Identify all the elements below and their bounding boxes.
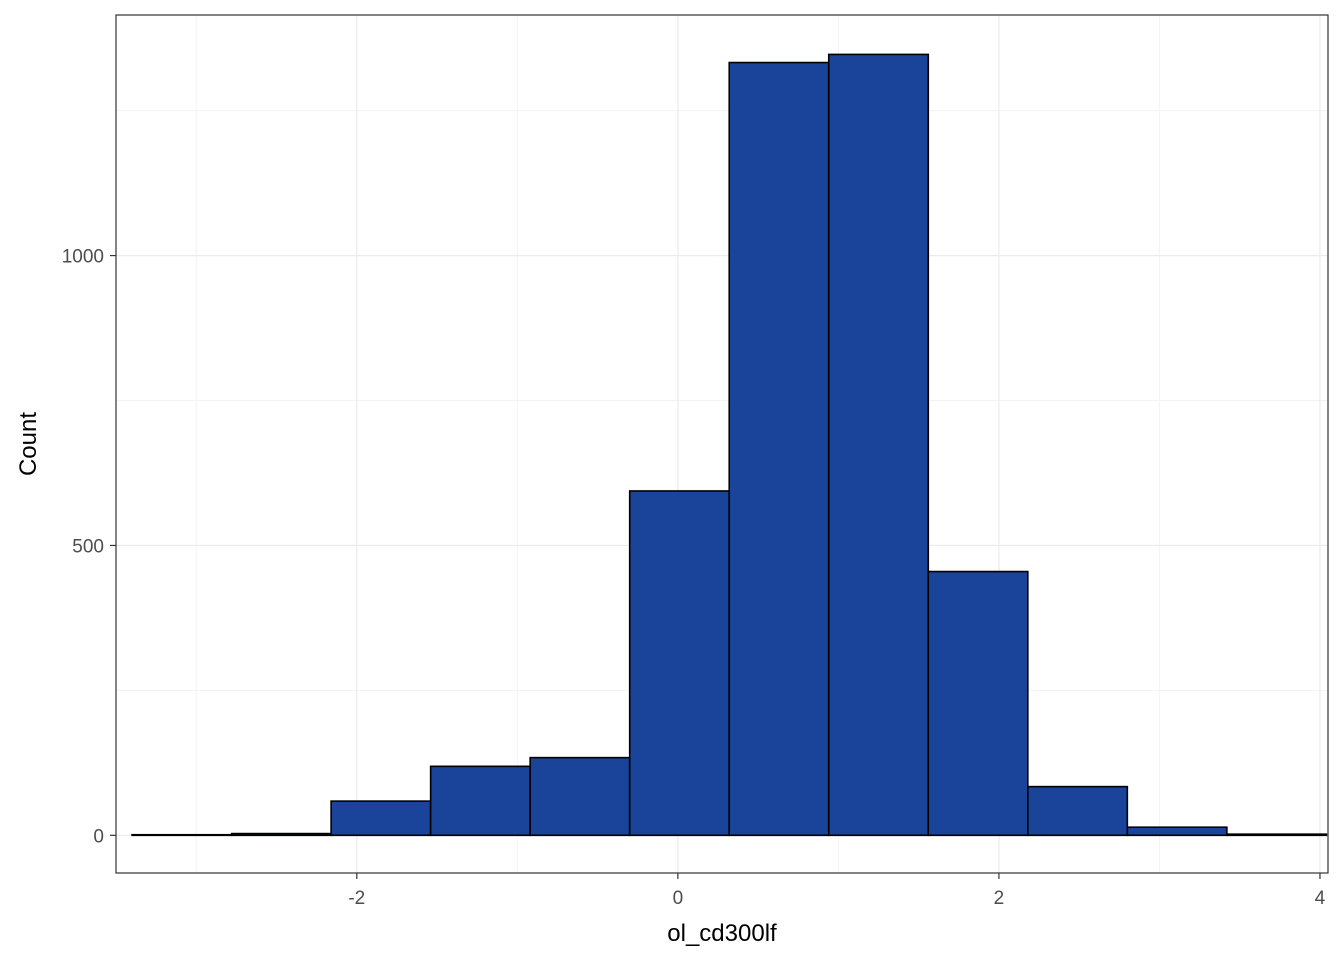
histogram-bar bbox=[628, 490, 731, 837]
histogram-bar bbox=[1226, 833, 1328, 837]
panel-border bbox=[115, 14, 1329, 874]
y-tick-label: 0 bbox=[93, 826, 104, 847]
x-axis-ticks: -2 0 2 4 bbox=[348, 873, 1326, 909]
histogram-bars bbox=[131, 53, 1328, 837]
histogram-bar bbox=[1027, 785, 1129, 837]
histogram-bar bbox=[230, 832, 332, 837]
histogram-bar bbox=[429, 765, 531, 837]
histogram-bar bbox=[927, 570, 1029, 837]
y-tick-label: 500 bbox=[72, 536, 104, 557]
x-tick-label: 2 bbox=[994, 888, 1005, 909]
y-axis-title: Count bbox=[15, 412, 42, 476]
x-tick-label: 0 bbox=[673, 888, 684, 909]
histogram-bar bbox=[728, 61, 830, 837]
x-tick-label: -2 bbox=[348, 888, 365, 909]
histogram-bar bbox=[131, 833, 233, 837]
x-axis-title: ol_cd300lf bbox=[667, 920, 777, 947]
histogram-bar bbox=[529, 756, 631, 837]
y-axis-ticks: 0 500 1000 bbox=[62, 247, 116, 847]
histogram-bar bbox=[330, 800, 432, 837]
y-tick-label: 1000 bbox=[62, 247, 104, 268]
x-tick-label: 4 bbox=[1315, 888, 1326, 909]
histogram-bar bbox=[827, 53, 930, 837]
histogram-bar bbox=[1126, 826, 1228, 837]
